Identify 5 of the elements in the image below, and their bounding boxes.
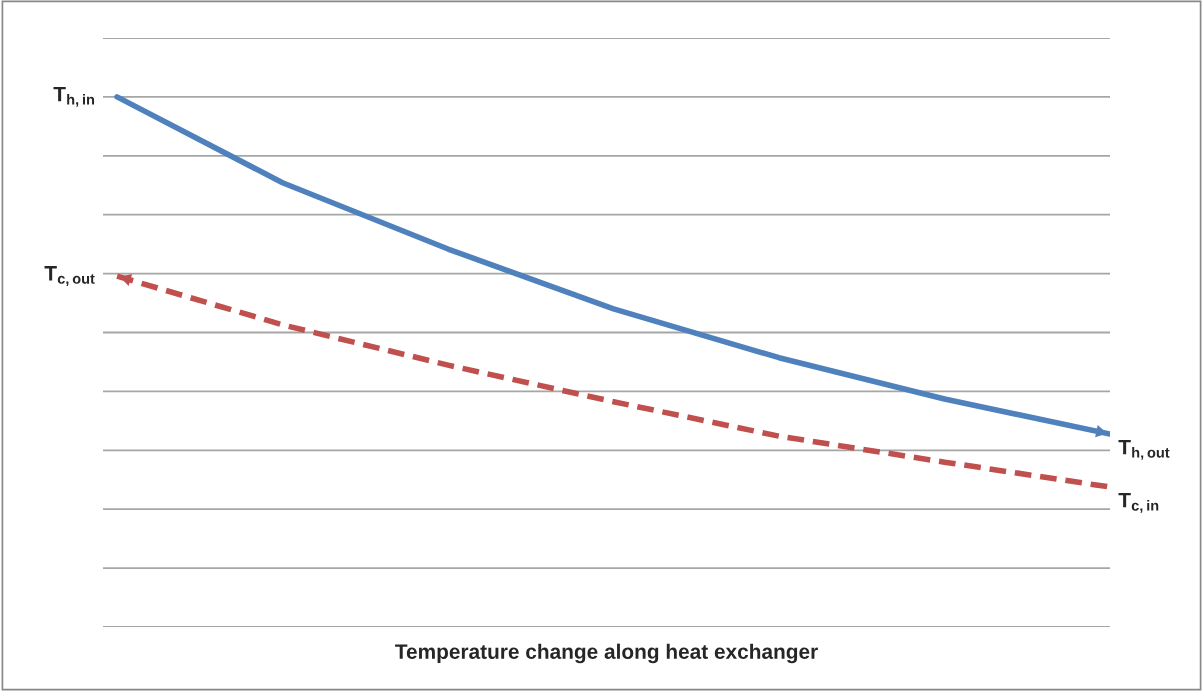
- text: T$_{c,in}$: [1118, 492, 1159, 513]
- text: T$_{h,out}$: [1118, 439, 1170, 460]
- text: T$_{c,out}$: [44, 266, 95, 286]
- x-axis-title: Temperature change along heat exchanger: [395, 643, 818, 664]
- text: T$_{h,in}$: [53, 86, 95, 107]
